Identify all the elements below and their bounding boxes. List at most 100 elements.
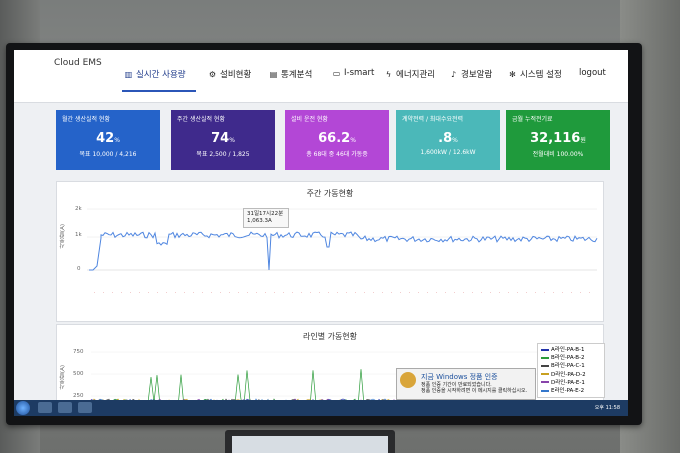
card-value: 42% bbox=[96, 131, 120, 146]
kpi-card-electricity-cost[interactable]: 금월 누적전기료 32,116원 전월대비 100.00% bbox=[506, 110, 610, 170]
taskbar-app-icon[interactable] bbox=[38, 402, 52, 413]
card-title: 설비 운전 현황 bbox=[291, 116, 328, 123]
nav-item-realtime[interactable]: ▥ 실시간 사용량 bbox=[124, 68, 186, 81]
brand-logo[interactable]: Cloud EMS bbox=[54, 58, 102, 68]
nav-item-logout[interactable]: logout bbox=[579, 68, 606, 78]
x-tick-label: · bbox=[146, 290, 151, 294]
notice-line: 정품 인증 기간이 만료되었습니다. bbox=[421, 382, 492, 388]
notice-line: 정품 인증을 시작하려면 이 메시지를 클릭하십시오. bbox=[421, 388, 528, 394]
x-tick-label: · bbox=[560, 290, 565, 294]
x-tick-label: · bbox=[101, 290, 106, 294]
kpi-card-equipment-operation[interactable]: 설비 운전 현황 66.2% 총 68대 중 46대 가동중 bbox=[285, 110, 389, 170]
weekly-line-chart[interactable]: · · · · · · · · · · · · · · · · · · · · · · · · · · · · · · · · · · · · · · · ·… bbox=[57, 182, 603, 321]
nav-item-ismart[interactable]: ▭ I-smart bbox=[332, 68, 375, 78]
card-value: 74% bbox=[211, 131, 235, 146]
taskbar-app-icon[interactable] bbox=[58, 402, 72, 413]
x-tick-label: · bbox=[353, 290, 358, 294]
clipboard-icon: ▤ bbox=[269, 69, 278, 79]
key-icon bbox=[400, 372, 416, 388]
x-tick-label: · bbox=[398, 290, 403, 294]
x-tick-label: · bbox=[317, 290, 322, 294]
windows-taskbar bbox=[14, 400, 628, 416]
x-tick-label: · bbox=[488, 290, 493, 294]
x-tick-label: · bbox=[407, 290, 412, 294]
gear-icon: ✻ bbox=[509, 69, 516, 79]
start-button[interactable] bbox=[16, 401, 30, 415]
windows-activation-notice[interactable]: 지금 Windows 정품 인증 정품 인증 기간이 만료되었습니다. 정품 인… bbox=[396, 368, 536, 400]
card-title: 금월 누적전기료 bbox=[512, 116, 553, 123]
x-tick-label: · bbox=[335, 290, 340, 294]
chart-legend: A라인-PA-B-1 B라인-PA-B-2 B라인-PA-C-1 D라인-PA-… bbox=[537, 343, 605, 399]
nav-item-settings[interactable]: ✻ 시스템 설정 bbox=[508, 68, 562, 81]
x-tick-label: · bbox=[371, 290, 376, 294]
screen: Cloud EMS ▥ 실시간 사용량 ⚙ 설비현황 ▤ 통계분석 ▭ I-sm… bbox=[14, 50, 628, 416]
x-tick-label: · bbox=[263, 290, 268, 294]
kpi-card-monthly-production[interactable]: 월간 생산실적 현황 42% 목표 10,000 / 4,216 bbox=[56, 110, 160, 170]
legend-item[interactable]: D라인-PA-D-2 bbox=[541, 371, 601, 379]
x-tick-label: · bbox=[506, 290, 511, 294]
nav-item-label: 시스템 설정 bbox=[520, 70, 562, 80]
bell-icon: ♪ bbox=[450, 69, 457, 79]
nav-item-label: 설비현황 bbox=[220, 70, 252, 80]
y-tick: 1k bbox=[75, 232, 82, 238]
weekly-operation-panel: 주간 가동현황 사용량(A) 2k 1k 0 · · · · · · · · · · · · · · · · ·… bbox=[56, 181, 604, 322]
legend-item[interactable]: E라인-PA-E-2 bbox=[541, 387, 601, 395]
x-tick-label: · bbox=[164, 290, 169, 294]
x-tick-label: · bbox=[542, 290, 547, 294]
x-tick-label: · bbox=[389, 290, 394, 294]
card-subtext: 목표 10,000 / 4,216 bbox=[79, 151, 137, 158]
x-tick-label: · bbox=[326, 290, 331, 294]
top-navbar: Cloud EMS ▥ 실시간 사용량 ⚙ 설비현황 ▤ 통계분석 ▭ I-sm… bbox=[14, 50, 628, 103]
bar-chart-icon: ▥ bbox=[124, 69, 133, 79]
nav-item-statistics[interactable]: ▤ 통계분석 bbox=[269, 68, 313, 81]
x-tick-label: · bbox=[272, 290, 277, 294]
nav-item-label: 경보알람 bbox=[461, 70, 493, 80]
x-tick-label: · bbox=[155, 290, 160, 294]
x-tick-label: · bbox=[515, 290, 520, 294]
card-value: 66.2% bbox=[318, 131, 356, 146]
nav-item-energy[interactable]: ϟ 에너지관리 bbox=[384, 68, 436, 81]
y-tick: 500 bbox=[73, 371, 84, 377]
nav-item-label: I-smart bbox=[344, 68, 375, 78]
x-tick-label: · bbox=[434, 290, 439, 294]
legend-item[interactable]: B라인-PA-B-2 bbox=[541, 354, 601, 362]
x-tick-label: · bbox=[299, 290, 304, 294]
x-tick-label: · bbox=[110, 290, 115, 294]
taskbar-app-icon[interactable] bbox=[78, 402, 92, 413]
card-subtext: 총 68대 중 46대 가동중 bbox=[306, 151, 368, 158]
x-tick-label: · bbox=[380, 290, 385, 294]
legend-item[interactable]: A라인-PA-B-1 bbox=[541, 346, 601, 354]
x-tick-label: · bbox=[344, 290, 349, 294]
x-tick-label: · bbox=[290, 290, 295, 294]
x-tick-label: · bbox=[245, 290, 250, 294]
x-tick-label: · bbox=[236, 290, 241, 294]
x-tick-label: · bbox=[524, 290, 529, 294]
x-tick-label: · bbox=[569, 290, 574, 294]
monitor-icon: ▭ bbox=[332, 68, 341, 78]
nav-item-label: logout bbox=[579, 68, 606, 78]
gears-icon: ⚙ bbox=[208, 69, 217, 79]
bolt-icon: ϟ bbox=[385, 69, 392, 79]
nav-item-facility[interactable]: ⚙ 설비현황 bbox=[208, 68, 252, 81]
kpi-card-contract-power[interactable]: 계약전력 / 최대수요전력 .8% 1,600kW / 12.6kW bbox=[396, 110, 500, 170]
x-tick-label: · bbox=[119, 290, 124, 294]
kpi-card-weekly-production[interactable]: 주간 생산실적 현황 74% 목표 2,500 / 1,825 bbox=[171, 110, 275, 170]
card-title: 주간 생산실적 현황 bbox=[177, 116, 225, 123]
x-tick-label: · bbox=[137, 290, 142, 294]
notice-title: 지금 Windows 정품 인증 bbox=[421, 373, 498, 381]
legend-item[interactable]: B라인-PA-C-1 bbox=[541, 362, 601, 370]
x-tick-label: · bbox=[425, 290, 430, 294]
nav-item-label: 에너지관리 bbox=[396, 70, 436, 80]
card-title: 계약전력 / 최대수요전력 bbox=[402, 116, 464, 123]
x-tick-label: · bbox=[461, 290, 466, 294]
card-value: 32,116원 bbox=[530, 131, 586, 146]
legend-item[interactable]: D라인-PA-E-1 bbox=[541, 379, 601, 387]
card-subtext: 전월대비 100.00% bbox=[532, 151, 584, 158]
x-tick-label: · bbox=[551, 290, 556, 294]
x-tick-label: · bbox=[533, 290, 538, 294]
card-title: 월간 생산실적 현황 bbox=[62, 116, 110, 123]
x-tick-label: · bbox=[92, 290, 97, 294]
second-monitor bbox=[232, 436, 388, 453]
nav-item-alarm[interactable]: ♪ 경보알람 bbox=[449, 68, 493, 81]
card-subtext: 목표 2,500 / 1,825 bbox=[196, 151, 250, 158]
